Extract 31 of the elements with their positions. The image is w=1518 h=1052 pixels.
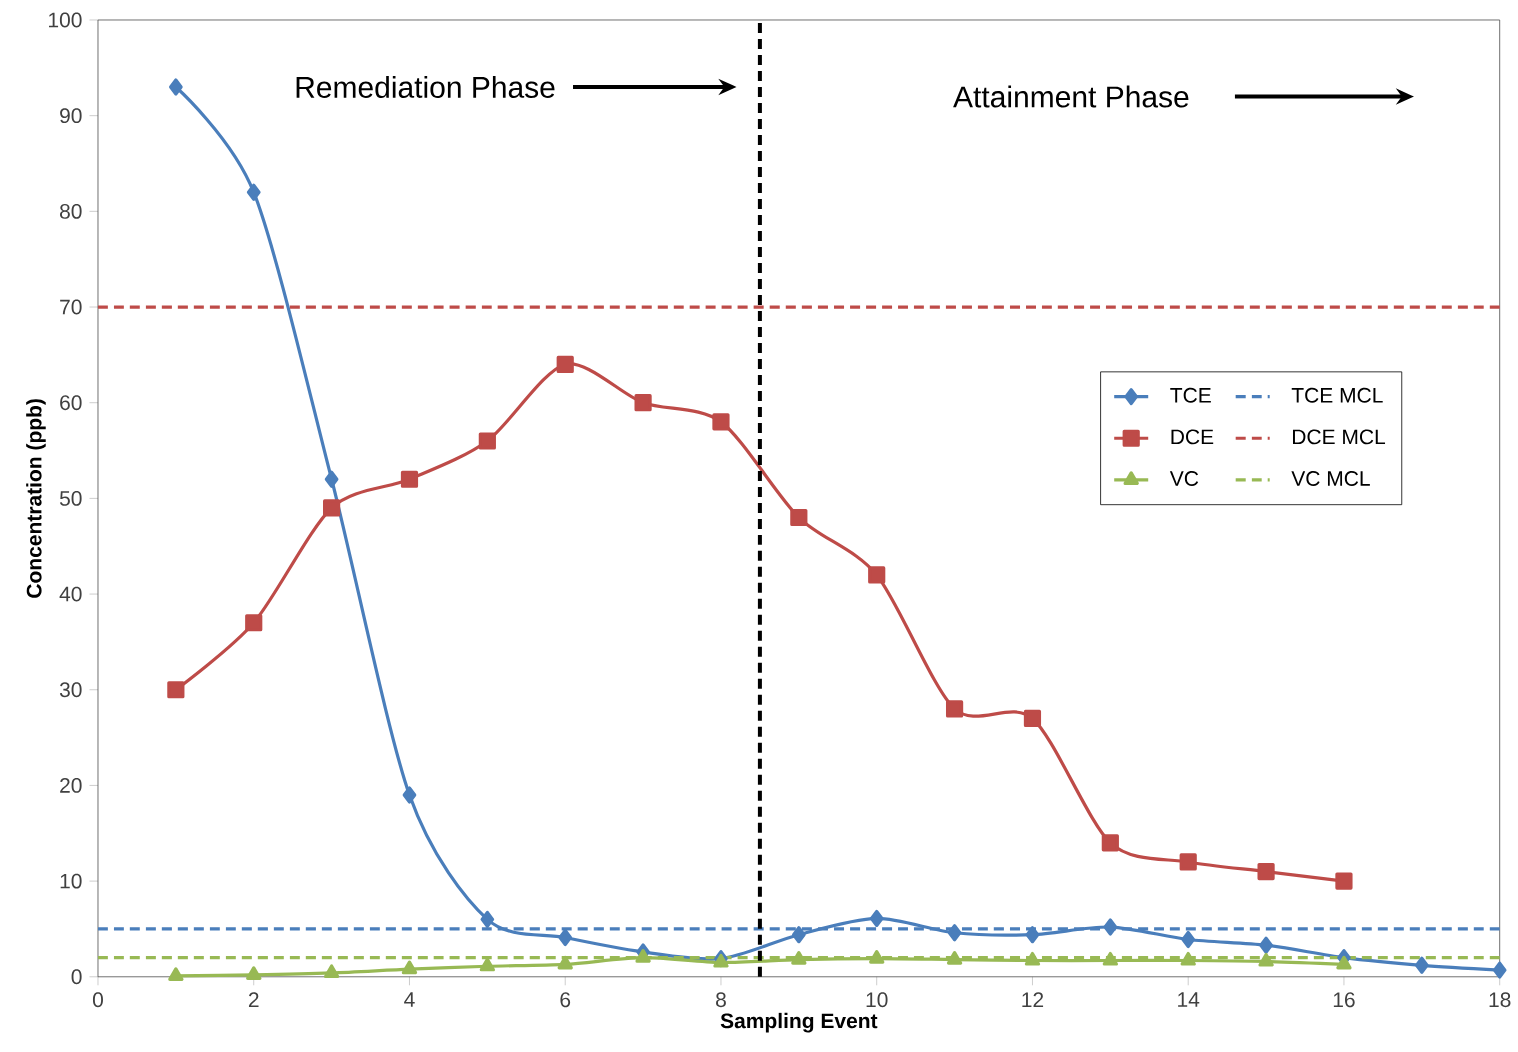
y-tick-label: 10 [60, 873, 82, 889]
legend-label: TCE MCL [1291, 387, 1383, 403]
x-tick-label: 8 [716, 992, 726, 1008]
y-tick-label: 40 [59, 586, 82, 602]
x-tick-label: 2 [248, 992, 259, 1008]
x-axis-title: Sampling Event [720, 1012, 878, 1033]
y-tick-label: 50 [59, 491, 82, 506]
y-tick-label: 0 [71, 969, 82, 985]
y-tick-label: 20 [60, 778, 82, 793]
x-tick-label: 6 [560, 992, 571, 1008]
x-tick-label: 4 [404, 992, 415, 1007]
annotation: Remediation Phase [296, 76, 555, 99]
x-tick-label: 14 [1178, 992, 1200, 1007]
annotation: Attainment Phase [953, 85, 1189, 108]
legend-label: DCE MCL [1293, 429, 1386, 445]
y-tick-label: 80 [60, 204, 82, 219]
legend-label: TCE [1170, 387, 1211, 403]
legend-label: VC [1169, 471, 1199, 487]
y-tick-label: 70 [60, 299, 82, 315]
x-tick-label: 0 [92, 992, 103, 1008]
y-tick-label: 90 [60, 108, 82, 124]
legend-label: VC MCL [1291, 471, 1370, 487]
x-tick-label: 18 [1489, 992, 1511, 1008]
x-tick-label: 12 [1022, 992, 1044, 1008]
y-tick-label: 100 [49, 12, 82, 28]
x-tick-label: 10 [866, 992, 888, 1008]
y-tick-label: 30 [59, 682, 82, 698]
y-axis-title: Concentration (ppb) [26, 399, 46, 598]
x-tick-label: 16 [1333, 992, 1355, 1008]
legend-label: DCE [1171, 429, 1214, 445]
y-tick-label: 60 [60, 395, 82, 411]
